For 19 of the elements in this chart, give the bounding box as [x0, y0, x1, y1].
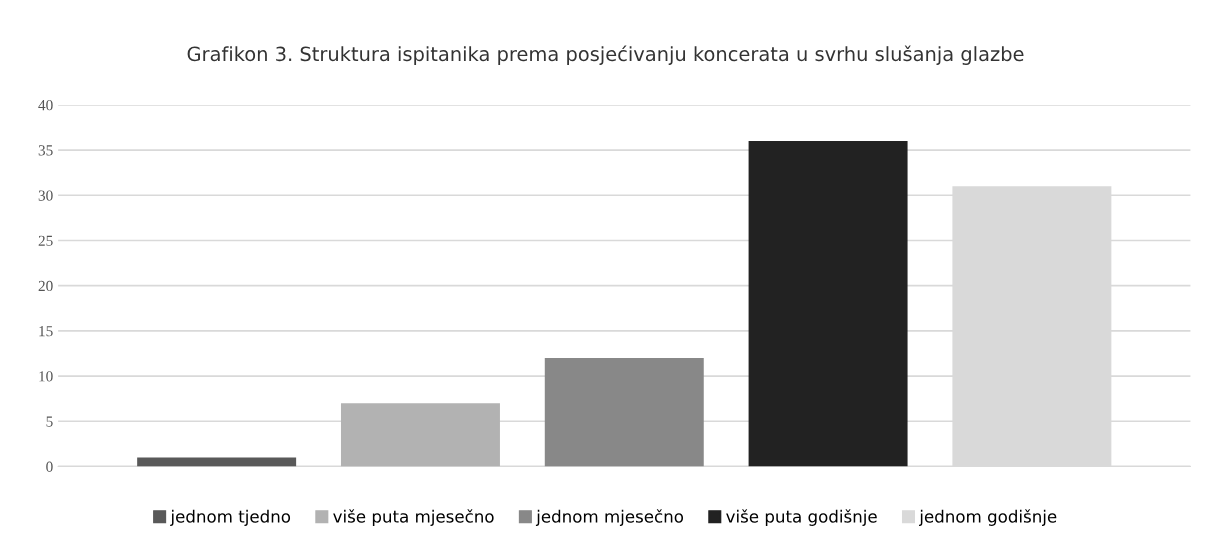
y-tick-label: 5 [46, 416, 53, 427]
y-tick-label: 20 [38, 280, 53, 292]
y-tick-label: 0 [46, 461, 53, 472]
bar [748, 141, 908, 467]
chart-title: Grafikon 3. Struktura ispitanika prema posjećivanju koncerata u svrhu slušanja glazbe [187, 45, 1024, 65]
y-tick-label: 10 [39, 371, 53, 382]
bar [137, 457, 297, 467]
y-tick-label: 30 [38, 190, 53, 201]
legend-label: jednom mjesečno [535, 509, 684, 526]
bar [340, 403, 500, 467]
y-tick-label: 25 [38, 235, 53, 246]
y-tick-label: 15 [39, 326, 53, 337]
legend-label: jednom tjedno [170, 509, 291, 526]
legend-label: više puta godišnje [726, 509, 877, 526]
y-tick-label: 40 [38, 100, 53, 111]
legend-label: jednom godišnje [919, 509, 1057, 526]
legend-label: više puta mjesečno [333, 509, 494, 526]
bar [544, 357, 704, 467]
y-tick-label: 35 [38, 145, 53, 156]
